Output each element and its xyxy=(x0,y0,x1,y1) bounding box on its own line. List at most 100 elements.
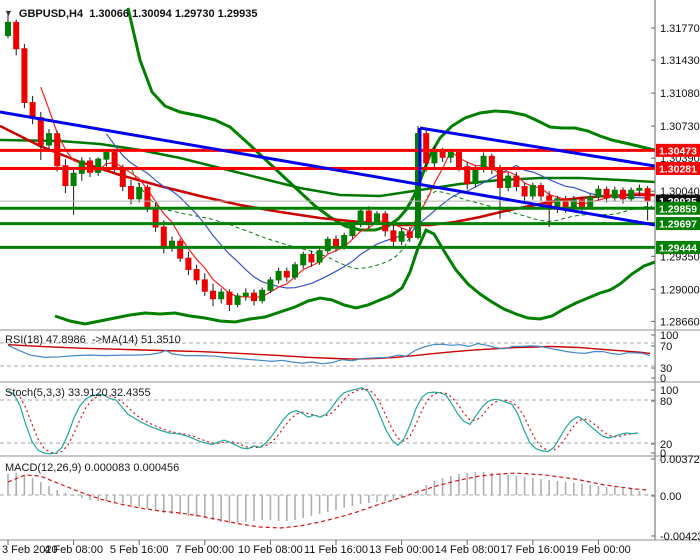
indicator-axis-label: 30 xyxy=(660,363,672,375)
candle-up xyxy=(398,231,405,242)
candle-up xyxy=(374,213,380,223)
candle-up xyxy=(292,264,298,278)
indicator-axis-label: -0.004236 xyxy=(660,531,700,543)
time-axis-label: 11 Feb 16:00 xyxy=(304,544,368,556)
candle-up xyxy=(447,152,454,158)
macd-panel xyxy=(0,472,655,529)
time-axis-label: 4 Feb 08:00 xyxy=(44,544,103,556)
trendline xyxy=(0,110,655,227)
candle-up xyxy=(324,238,331,252)
candle-up xyxy=(611,189,618,199)
indicator-axis-label: 0 xyxy=(660,448,666,460)
price-level-box: 1.29859 xyxy=(656,201,700,215)
candle-up xyxy=(70,172,77,187)
rsi-line xyxy=(7,342,651,365)
stoch-indicator-label: Stoch(5,3,3) 33.9120 32.4355 xyxy=(5,387,151,399)
price-axis-label: 1.31770 xyxy=(660,23,700,35)
rsi-indicator-label: RSI(18) 47.8986 ->MA(14) 51.3510 xyxy=(5,334,181,346)
candle-up xyxy=(218,291,225,300)
rsi-panel xyxy=(0,342,655,367)
rsi-ma-line xyxy=(7,344,651,360)
indicator-axis-label: 0.003728 xyxy=(660,454,700,466)
candle-down xyxy=(333,238,339,248)
candle-down xyxy=(185,257,192,271)
candle-down xyxy=(160,226,167,249)
candle-up xyxy=(5,21,11,37)
price-axis-label: 1.31080 xyxy=(660,88,700,100)
price-axis-label: 1.31430 xyxy=(660,55,700,67)
indicator-axis-label: 80 xyxy=(660,396,672,408)
candle-up xyxy=(275,270,282,281)
time-axis-label: 10 Feb 08:00 xyxy=(238,544,303,556)
candle-down xyxy=(283,270,290,278)
candle-down xyxy=(538,185,544,197)
candle-up xyxy=(267,279,274,291)
candle-down xyxy=(128,185,134,200)
time-axis-label: 5 Feb 16:00 xyxy=(110,544,169,556)
price-level-box: 1.30281 xyxy=(656,161,700,175)
candle-down xyxy=(111,152,118,169)
macd-indicator-label: MACD(12,26,9) 0.000083 0.000456 xyxy=(5,462,180,474)
candle-down xyxy=(464,166,471,185)
candle-up xyxy=(136,186,143,200)
price-box-bg xyxy=(656,143,700,157)
stoch-panel xyxy=(0,387,655,455)
candle-down xyxy=(193,269,200,281)
candle-down xyxy=(456,152,462,168)
candle-down xyxy=(21,48,28,104)
price-axis-label: 1.29000 xyxy=(660,284,700,296)
symbol-dropdown-icon[interactable]: ▼ xyxy=(4,8,13,18)
price-box-label: 1.30281 xyxy=(659,163,697,175)
candle-down xyxy=(562,198,569,209)
candle-down xyxy=(119,167,126,187)
candle-down xyxy=(644,188,651,202)
ma-green-bold xyxy=(0,138,655,198)
price-level-box: 1.30473 xyxy=(656,143,700,157)
trendline xyxy=(419,126,655,168)
indicator-axis-label: 70 xyxy=(660,341,672,353)
candle-down xyxy=(226,291,233,305)
bollinger-upper-band xyxy=(126,7,655,232)
candle-up xyxy=(472,168,479,185)
candle-up xyxy=(259,289,266,302)
candle-down xyxy=(37,117,44,146)
time-axis-label: 7 Feb 00:00 xyxy=(175,544,234,556)
candle-up xyxy=(431,150,438,164)
candle-down xyxy=(579,199,585,207)
candle-up xyxy=(636,187,643,191)
candle-down xyxy=(308,253,315,263)
candle-down xyxy=(390,230,397,242)
indicator-axis-label: 20 xyxy=(660,439,672,451)
candle-down xyxy=(603,188,610,199)
indicator-axis-label: 0 xyxy=(660,373,666,385)
chart-title-text: GBPUSD,H4 1.30066 1.30094 1.29730 1.2993… xyxy=(18,8,258,20)
bollinger-lower-band xyxy=(54,227,655,326)
price-box-label: 1.29697 xyxy=(659,219,697,231)
candle-up xyxy=(628,189,635,200)
candle-up xyxy=(300,253,307,266)
price-box-bg xyxy=(656,240,700,254)
candle-up xyxy=(505,175,512,188)
candle-down xyxy=(620,189,626,200)
candle-up xyxy=(95,158,102,173)
candle-up xyxy=(316,250,323,263)
price-box-bg xyxy=(656,161,700,175)
time-axis-label: 17 Feb 16:00 xyxy=(500,544,565,556)
price-box-label: 1.30473 xyxy=(659,145,697,157)
indicator-axis-label: 100 xyxy=(660,330,678,342)
candle-up xyxy=(349,223,356,237)
candle-up xyxy=(103,152,110,160)
candle-down xyxy=(144,186,151,208)
chart-title: ▼ GBPUSD,H4 1.30066 1.30094 1.29730 1.299… xyxy=(4,7,257,20)
main-chart-panel xyxy=(0,7,655,326)
candle-down xyxy=(406,231,413,238)
price-box-bg xyxy=(656,201,700,215)
candle-down xyxy=(13,21,20,50)
candle-down xyxy=(521,185,528,197)
candle-down xyxy=(423,133,430,164)
time-axis-label: 19 Feb 00:00 xyxy=(566,544,631,556)
price-box-label: 1.29444 xyxy=(659,242,697,254)
stoch-d-line xyxy=(19,388,639,454)
